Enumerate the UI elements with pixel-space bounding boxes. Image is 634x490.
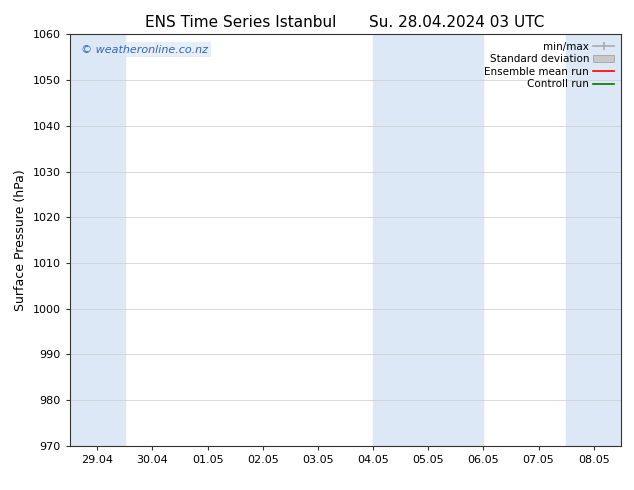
Y-axis label: Surface Pressure (hPa): Surface Pressure (hPa) bbox=[14, 169, 27, 311]
Text: ENS Time Series Istanbul: ENS Time Series Istanbul bbox=[145, 15, 337, 30]
Bar bbox=[566, 34, 621, 446]
Bar bbox=[373, 34, 483, 446]
Legend: min/max, Standard deviation, Ensemble mean run, Controll run: min/max, Standard deviation, Ensemble me… bbox=[482, 40, 616, 92]
Text: Su. 28.04.2024 03 UTC: Su. 28.04.2024 03 UTC bbox=[369, 15, 544, 30]
Bar bbox=[70, 34, 125, 446]
Text: © weatheronline.co.nz: © weatheronline.co.nz bbox=[81, 45, 208, 54]
